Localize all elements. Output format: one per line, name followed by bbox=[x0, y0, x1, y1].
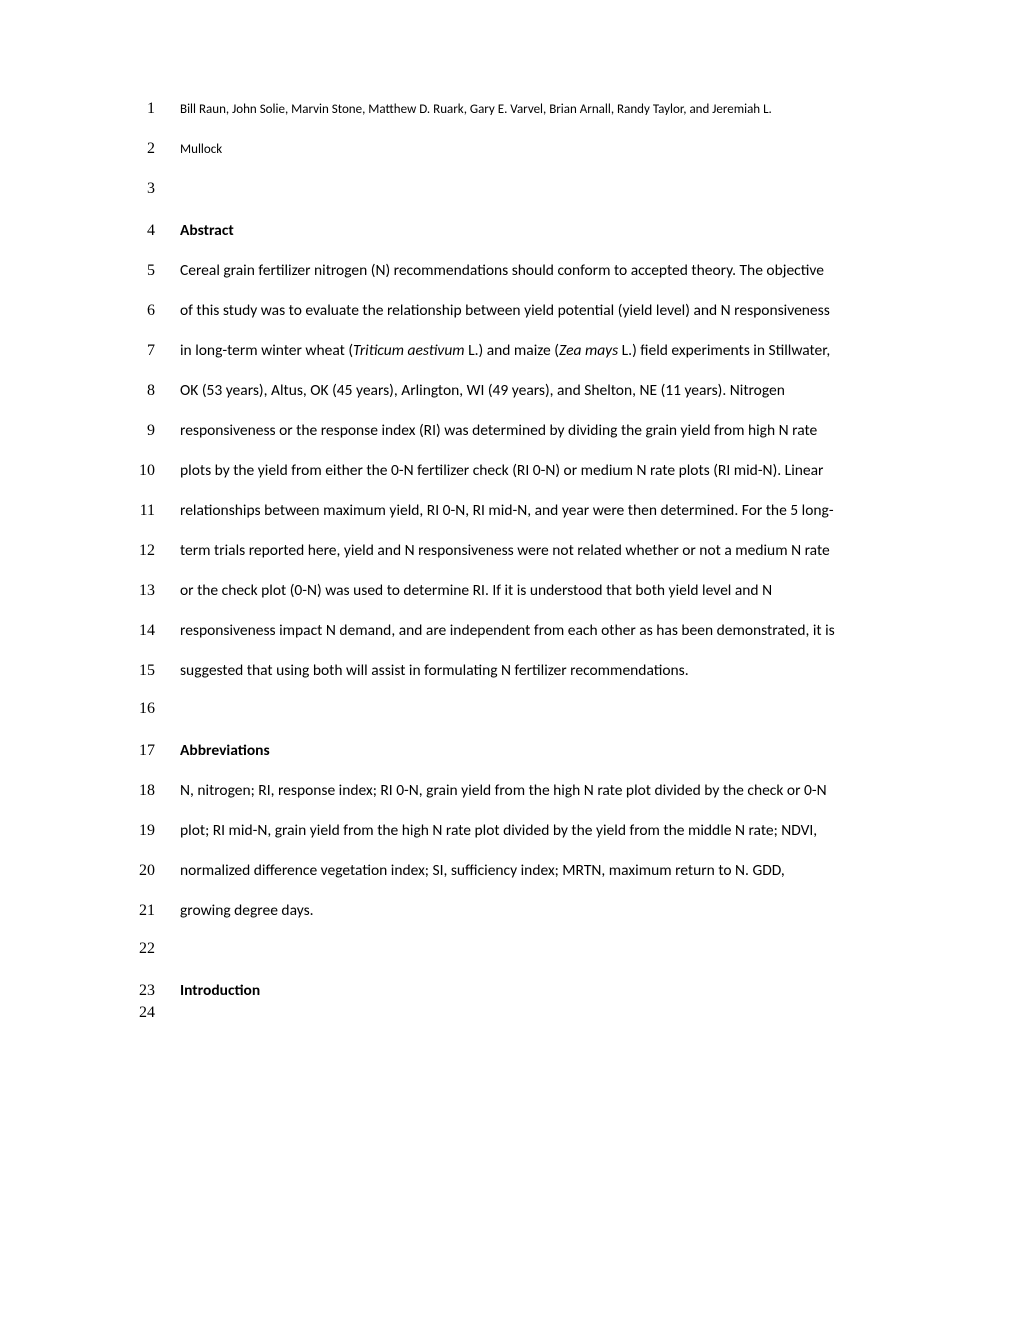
text-line: 8 OK (53 years), Altus, OK (45 years), Ar… bbox=[120, 380, 900, 402]
text-line: 24 bbox=[120, 1004, 900, 1026]
line-content: or the check plot (0-N) was used to dete… bbox=[180, 580, 900, 602]
line-content: plot; RI mid-N, grain yield from the hig… bbox=[180, 820, 900, 842]
line-number: 5 bbox=[120, 262, 155, 280]
text-line: 19 plot; RI mid-N, grain yield from the h… bbox=[120, 820, 900, 842]
text-line: 5 Cereal grain fertilizer nitrogen (N) re… bbox=[120, 260, 900, 282]
text-line: 16 bbox=[120, 700, 900, 722]
line-number: 9 bbox=[120, 422, 155, 440]
line-number: 13 bbox=[120, 582, 155, 600]
line-number: 21 bbox=[120, 902, 155, 920]
text-line: 6 of this study was to evaluate the relat… bbox=[120, 300, 900, 322]
line-number: 7 bbox=[120, 342, 155, 360]
line-content: relationships between maximum yield, RI … bbox=[180, 500, 900, 522]
line-content: responsiveness impact N demand, and are … bbox=[180, 620, 900, 642]
line-number: 23 bbox=[120, 982, 155, 1000]
line-number: 16 bbox=[120, 700, 155, 718]
text-line: 17 Abbreviations bbox=[120, 740, 900, 762]
line-content: Bill Raun, John Solie, Marvin Stone, Mat… bbox=[180, 101, 900, 119]
line-number: 11 bbox=[120, 502, 155, 520]
line-content: plots by the yield from either the 0-N f… bbox=[180, 460, 900, 482]
line-number: 4 bbox=[120, 222, 155, 240]
line-content: in long-term winter wheat (Triticum aest… bbox=[180, 340, 900, 362]
text-line: 11 relationships between maximum yield, R… bbox=[120, 500, 900, 522]
line-content: Abbreviations bbox=[180, 740, 900, 762]
text-line: 15 suggested that using both will assist … bbox=[120, 660, 900, 682]
line-content: Introduction bbox=[180, 980, 900, 1002]
line-number: 3 bbox=[120, 180, 155, 198]
text-line: 3 bbox=[120, 180, 900, 202]
line-content: of this study was to evaluate the relati… bbox=[180, 300, 900, 322]
text-line: 23 Introduction bbox=[120, 980, 900, 1002]
text-line: 2 Mullock bbox=[120, 140, 900, 162]
line-content: suggested that using both will assist in… bbox=[180, 660, 900, 682]
line-content: growing degree days. bbox=[180, 900, 900, 922]
line-number: 17 bbox=[120, 742, 155, 760]
text-line: 14 responsiveness impact N demand, and ar… bbox=[120, 620, 900, 642]
line-number: 1 bbox=[120, 100, 155, 118]
text-line: 20 normalized difference vegetation index… bbox=[120, 860, 900, 882]
text-line: 9 responsiveness or the response index (R… bbox=[120, 420, 900, 442]
text-line: 10 plots by the yield from either the 0-N… bbox=[120, 460, 900, 482]
line-content: N, nitrogen; RI, response index; RI 0-N,… bbox=[180, 780, 900, 802]
text-line: 13 or the check plot (0-N) was used to de… bbox=[120, 580, 900, 602]
line-content: OK (53 years), Altus, OK (45 years), Arl… bbox=[180, 380, 900, 402]
text-line: 22 bbox=[120, 940, 900, 962]
text-line: 12 term trials reported here, yield and N… bbox=[120, 540, 900, 562]
line-number: 2 bbox=[120, 140, 155, 158]
line-number: 24 bbox=[120, 1004, 155, 1022]
line-content: term trials reported here, yield and N r… bbox=[180, 540, 900, 562]
line-number: 15 bbox=[120, 662, 155, 680]
line-number: 10 bbox=[120, 462, 155, 480]
line-number: 19 bbox=[120, 822, 155, 840]
line-number: 6 bbox=[120, 302, 155, 320]
text-line: 21 growing degree days. bbox=[120, 900, 900, 922]
line-content: Mullock bbox=[180, 141, 900, 159]
line-number: 20 bbox=[120, 862, 155, 880]
manuscript-page: 1 Bill Raun, John Solie, Marvin Stone, Ma… bbox=[120, 100, 900, 1026]
line-number: 22 bbox=[120, 940, 155, 958]
text-line: 18 N, nitrogen; RI, response index; RI 0-… bbox=[120, 780, 900, 802]
line-content: Cereal grain fertilizer nitrogen (N) rec… bbox=[180, 260, 900, 282]
text-line: 7 in long-term winter wheat (Triticum aes… bbox=[120, 340, 900, 362]
line-number: 14 bbox=[120, 622, 155, 640]
line-content: Abstract bbox=[180, 220, 900, 242]
line-number: 18 bbox=[120, 782, 155, 800]
text-line: 4 Abstract bbox=[120, 220, 900, 242]
text-line: 1 Bill Raun, John Solie, Marvin Stone, Ma… bbox=[120, 100, 900, 122]
line-number: 8 bbox=[120, 382, 155, 400]
line-number: 12 bbox=[120, 542, 155, 560]
line-content: normalized difference vegetation index; … bbox=[180, 860, 900, 882]
line-content: responsiveness or the response index (RI… bbox=[180, 420, 900, 442]
